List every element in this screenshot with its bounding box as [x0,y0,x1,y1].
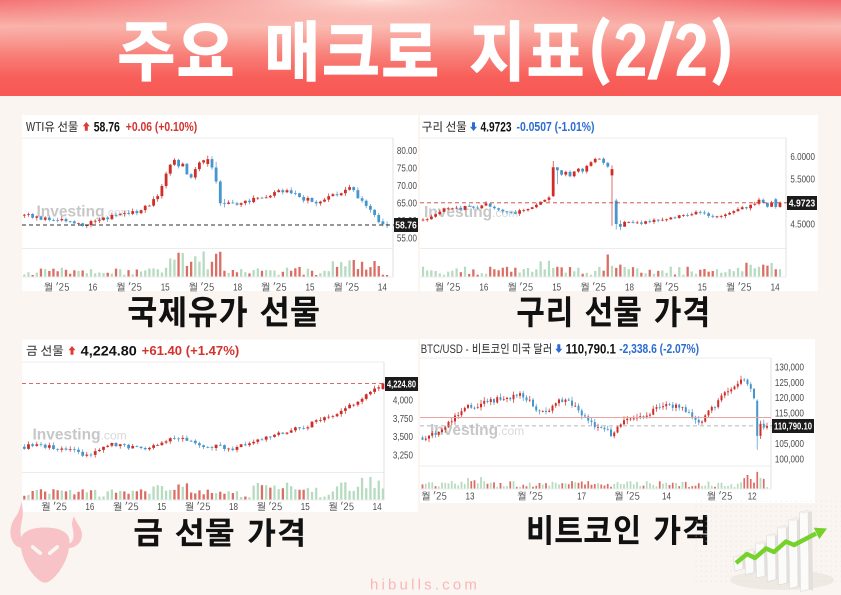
svg-text:18: 18 [625,282,634,294]
svg-text:15: 15 [161,282,170,294]
svg-text:6.0000: 6.0000 [790,151,815,163]
svg-text:55.00: 55.00 [397,233,417,245]
svg-text:3,250: 3,250 [393,449,413,461]
svg-text:15: 15 [157,501,166,513]
svg-text:15: 15 [306,282,315,294]
svg-text:65.00: 65.00 [397,198,417,210]
svg-text:18: 18 [233,282,242,294]
svg-text:14: 14 [771,282,780,294]
svg-text:12: 12 [748,491,757,503]
svg-text:5.5000: 5.5000 [790,174,815,186]
svg-text:18: 18 [229,501,238,513]
svg-text:Investing.com: Investing.com [33,427,127,444]
svg-text:4,224.80: 4,224.80 [387,379,416,391]
svg-text:4.5000: 4.5000 [790,219,815,231]
svg-text:75.00: 75.00 [397,163,417,175]
svg-text:hibulls.com: hibulls.com [370,577,480,594]
svg-text:4.9723: 4.9723 [789,198,816,210]
svg-text:+61.40 (+1.47%): +61.40 (+1.47%) [142,344,240,358]
svg-text:16: 16 [88,282,97,294]
svg-text:3,500: 3,500 [393,431,413,443]
svg-text:105,000: 105,000 [775,438,804,450]
svg-text:14: 14 [373,501,382,513]
svg-text:16: 16 [85,501,94,513]
svg-text:-0.0507 (-1.01%): -0.0507 (-1.01%) [517,120,595,134]
svg-text:-2,338.6 (-2.07%): -2,338.6 (-2.07%) [619,342,699,356]
svg-text:15: 15 [552,282,561,294]
svg-text:110,790.10: 110,790.10 [774,421,812,433]
svg-text:100,000: 100,000 [775,453,804,465]
svg-text:3,750: 3,750 [393,413,413,425]
svg-text:58.76: 58.76 [395,220,417,232]
svg-text:Investing.com: Investing.com [424,204,518,221]
svg-text:4,000: 4,000 [393,395,413,407]
svg-text:Investing.com: Investing.com [430,422,524,439]
svg-text:120,000: 120,000 [775,392,804,404]
svg-text:15: 15 [698,282,707,294]
svg-text:13: 13 [466,491,475,503]
svg-text:115,000: 115,000 [775,408,804,420]
svg-text:16: 16 [479,282,488,294]
svg-text:125,000: 125,000 [775,377,804,389]
svg-text:+0.06 (+0.10%): +0.06 (+0.10%) [126,120,197,134]
svg-text:110,790.1: 110,790.1 [566,341,616,357]
svg-text:BTC/USD -: BTC/USD - [421,342,469,356]
svg-text:4,224.80: 4,224.80 [81,343,137,359]
svg-text:14: 14 [378,282,387,294]
svg-text:58.76: 58.76 [94,119,120,135]
svg-text:17: 17 [577,491,586,503]
svg-text:15: 15 [301,501,310,513]
svg-text:14: 14 [662,491,671,503]
svg-text:130,000: 130,000 [775,362,804,374]
svg-text:70.00: 70.00 [397,180,417,192]
svg-text:80.00: 80.00 [397,145,417,157]
svg-text:4.9723: 4.9723 [481,119,512,135]
